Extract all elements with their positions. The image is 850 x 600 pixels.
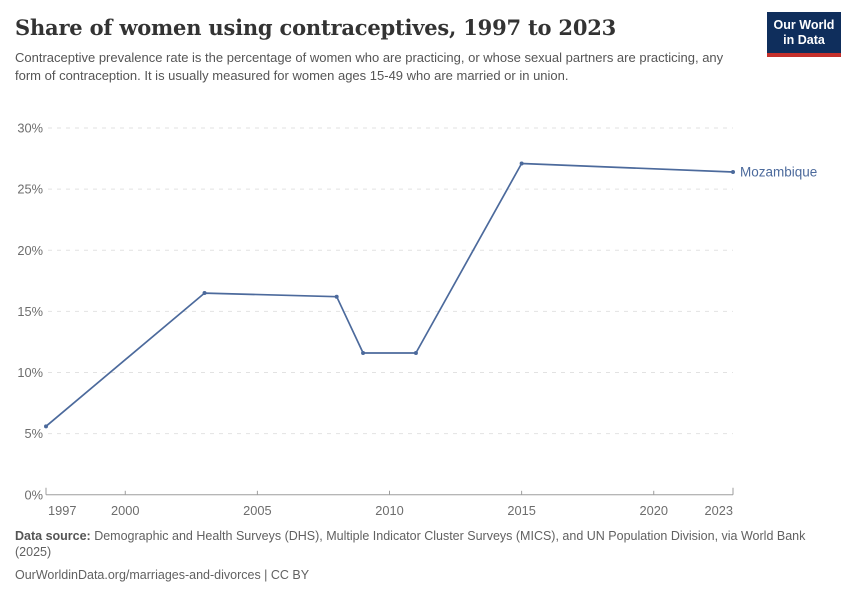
x-axis-tick-label: 2010 [375,503,403,518]
page-title: Share of women using contraceptives, 199… [15,15,617,40]
y-axis-tick-label: 25% [17,182,43,197]
y-axis-tick-label: 5% [25,426,44,441]
data-line-mozambique [45,162,734,427]
y-axis-tick-label: 0% [25,487,44,502]
footer-link[interactable]: OurWorldinData.org/marriages-and-divorce… [15,568,310,582]
x-axis-tick-label: 1997 [48,503,76,518]
x-axis-tick-label: 2020 [639,503,667,518]
y-axis-tick-label: 10% [17,365,43,380]
x-axis-tick-label: 2015 [507,503,535,518]
y-axis-tick-label: 15% [17,304,43,319]
data-point [44,424,48,429]
y-axis-tick-label: 20% [17,243,43,258]
owid-logo-line1: Our World [773,18,835,32]
x-axis-tick-label: 2005 [243,503,271,518]
data-source-label: Data source: [15,529,91,543]
x-axis-tick-label: 2000 [111,503,139,518]
x-axis-tick-label: 2023 [705,503,733,518]
line-chart[interactable]: 0% 5% 10% 15% 20% 25% 30% 1997 2000 2005 2010 2015 2… [0,112,850,526]
owid-logo-line2: in Data [783,33,825,47]
chart-header: Share of women using contraceptives, 199… [15,12,841,85]
data-point [361,350,366,355]
y-axis-tick-label: 30% [17,121,43,136]
data-point [413,350,418,355]
data-point [202,291,207,296]
owid-logo[interactable]: Our World in Data [767,12,841,57]
chart-footer: Data source: Demographic and Health Surv… [15,528,835,583]
series-end-label: Mozambique [740,165,817,180]
data-point [731,170,735,175]
chart-subtitle: Contraceptive prevalence rate is the per… [15,50,724,83]
data-source-line: Data source: Demographic and Health Surv… [15,528,815,560]
data-point [334,294,339,299]
data-source-text: Demographic and Health Surveys (DHS), Mu… [15,529,806,559]
data-point [519,161,524,166]
